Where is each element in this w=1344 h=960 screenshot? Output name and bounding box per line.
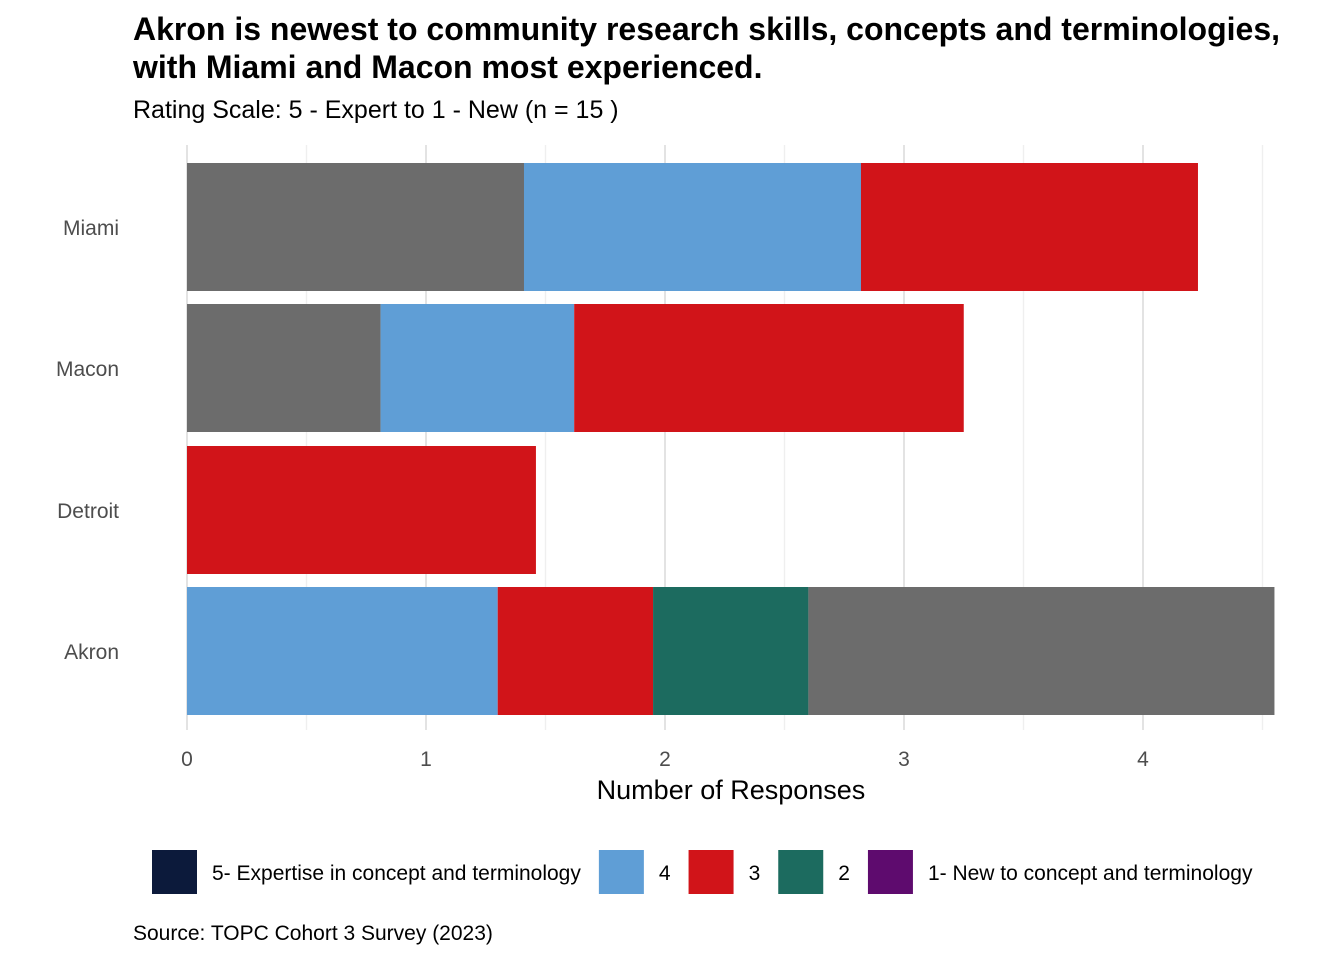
legend-label-3: 3 — [749, 862, 761, 885]
bar-segment-akron-3 — [653, 587, 809, 715]
legend-swatch-2 — [598, 850, 644, 894]
legend-swatch-4 — [778, 850, 824, 894]
bar-segment-akron-1 — [187, 587, 498, 715]
x-axis-tick-0: 0 — [181, 748, 193, 771]
legend-swatch-5 — [867, 850, 913, 894]
legend-swatch-3 — [688, 850, 734, 894]
bar-segment-miami-1 — [187, 163, 524, 291]
y-axis-label-akron: Akron — [64, 641, 119, 664]
x-axis-tick-labels: 0 1 2 3 4 — [181, 748, 1149, 771]
legend-label-2: 4 — [659, 862, 671, 885]
y-axis-label-macon: Macon — [56, 358, 119, 381]
legend-label-4: 2 — [838, 862, 850, 885]
bar-segment-macon-2 — [380, 304, 575, 432]
chart-subtitle: Rating Scale: 5 - Expert to 1 - New (n =… — [133, 96, 619, 124]
chart-title: Akron is newest to community research sk… — [133, 11, 1280, 85]
x-axis-tick-1: 1 — [420, 748, 432, 771]
source-caption: Source: TOPC Cohort 3 Survey (2023) — [133, 922, 493, 945]
bar-segment-macon-3 — [574, 304, 964, 432]
y-axis-labels: Miami Macon Detroit Akron — [56, 217, 119, 664]
x-axis-tick-3: 3 — [898, 748, 910, 771]
legend-label-5: 1- New to concept and terminology — [928, 862, 1253, 885]
x-axis-tick-2: 2 — [659, 748, 671, 771]
bars — [187, 163, 1275, 715]
legend: 5- Expertise in concept and terminology 4… — [152, 850, 1253, 894]
bar-segment-miami-2 — [523, 163, 861, 291]
bar-segment-miami-3 — [860, 163, 1198, 291]
y-axis-label-miami: Miami — [63, 217, 119, 240]
x-axis-title: Number of Responses — [597, 775, 866, 805]
bar-segment-akron-4 — [808, 587, 1275, 715]
legend-swatch-1 — [152, 850, 197, 894]
bar-segment-detroit-1 — [187, 446, 536, 574]
x-axis-tick-4: 4 — [1137, 748, 1149, 771]
legend-label-1: 5- Expertise in concept and terminology — [212, 862, 581, 885]
bar-segment-macon-1 — [187, 304, 381, 432]
bar-segment-akron-2 — [497, 587, 654, 715]
y-axis-label-detroit: Detroit — [57, 500, 119, 523]
